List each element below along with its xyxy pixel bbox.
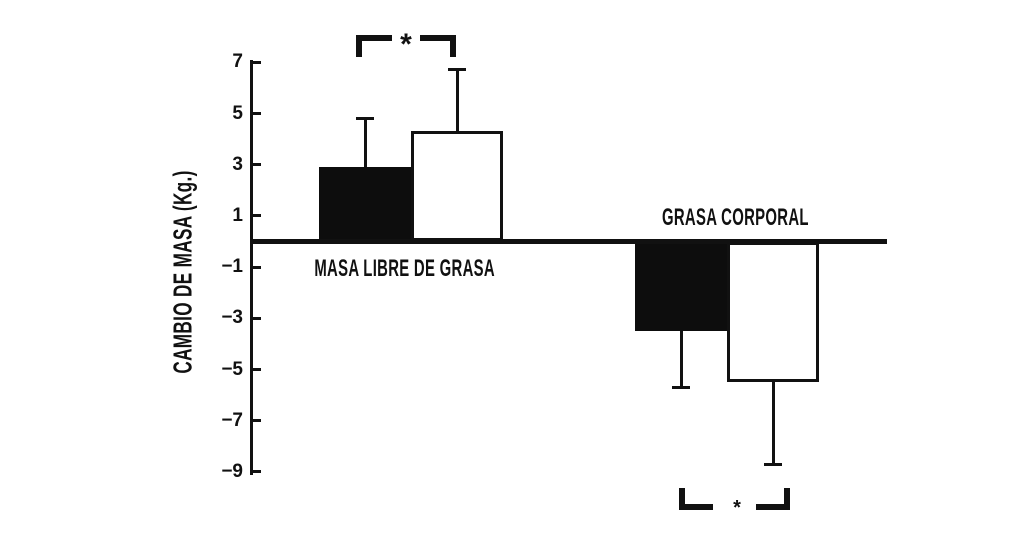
y-tick-label: −5 — [221, 358, 243, 380]
category-label-text: MASA LIBRE DE GRASA — [314, 255, 496, 282]
zero-baseline — [251, 239, 887, 244]
y-tick — [252, 112, 261, 115]
y-tick-label: 7 — [232, 51, 243, 73]
y-tick-label: −7 — [221, 409, 243, 431]
category-label-group-2: GRASA CORPORAL — [575, 204, 895, 232]
significance-asterisk-bottom: * — [733, 497, 741, 519]
y-tick — [252, 470, 261, 474]
y-axis-title: CAMBIO DE MASA (Kg.) — [168, 118, 199, 426]
significance-bracket-top-right — [420, 35, 456, 57]
significance-bracket-top-left — [356, 35, 392, 57]
category-label-text: GRASA CORPORAL — [661, 204, 809, 231]
error-bar-cap — [764, 462, 782, 466]
significance-asterisk-top: * — [400, 28, 412, 61]
y-tick — [252, 368, 261, 371]
y-axis-title-text: CAMBIO DE MASA (Kg.) — [167, 170, 198, 374]
category-label-group-1: MASA LIBRE DE GRASA — [245, 255, 565, 283]
bar-filled-group-2 — [635, 241, 727, 332]
y-axis-line — [250, 60, 253, 475]
y-tick — [252, 60, 261, 64]
y-tick-label: 3 — [232, 153, 243, 175]
error-bar-cap — [672, 385, 690, 389]
error-bar-cap — [356, 117, 374, 121]
error-bar-stem — [679, 331, 683, 388]
y-tick — [252, 316, 261, 320]
significance-bracket-bottom-left — [679, 488, 713, 510]
significance-bracket-bottom-right — [756, 488, 790, 510]
error-bar-stem — [771, 382, 775, 465]
bar-open-group-1 — [411, 131, 503, 242]
bar-filled-group-1 — [319, 167, 411, 242]
y-tick — [252, 265, 261, 269]
bar-open-group-2 — [727, 241, 819, 383]
y-tick — [252, 163, 261, 167]
y-tick-label: 1 — [232, 204, 243, 226]
error-bar-stem — [363, 118, 367, 168]
y-tick-label: −9 — [221, 460, 243, 482]
y-tick — [252, 419, 261, 423]
y-tick — [252, 214, 261, 218]
y-tick-label: −1 — [221, 256, 243, 278]
error-bar-cap — [448, 68, 466, 72]
error-bar-stem — [455, 69, 459, 132]
y-tick-label: 5 — [232, 102, 243, 124]
y-tick-label: −3 — [221, 307, 243, 329]
